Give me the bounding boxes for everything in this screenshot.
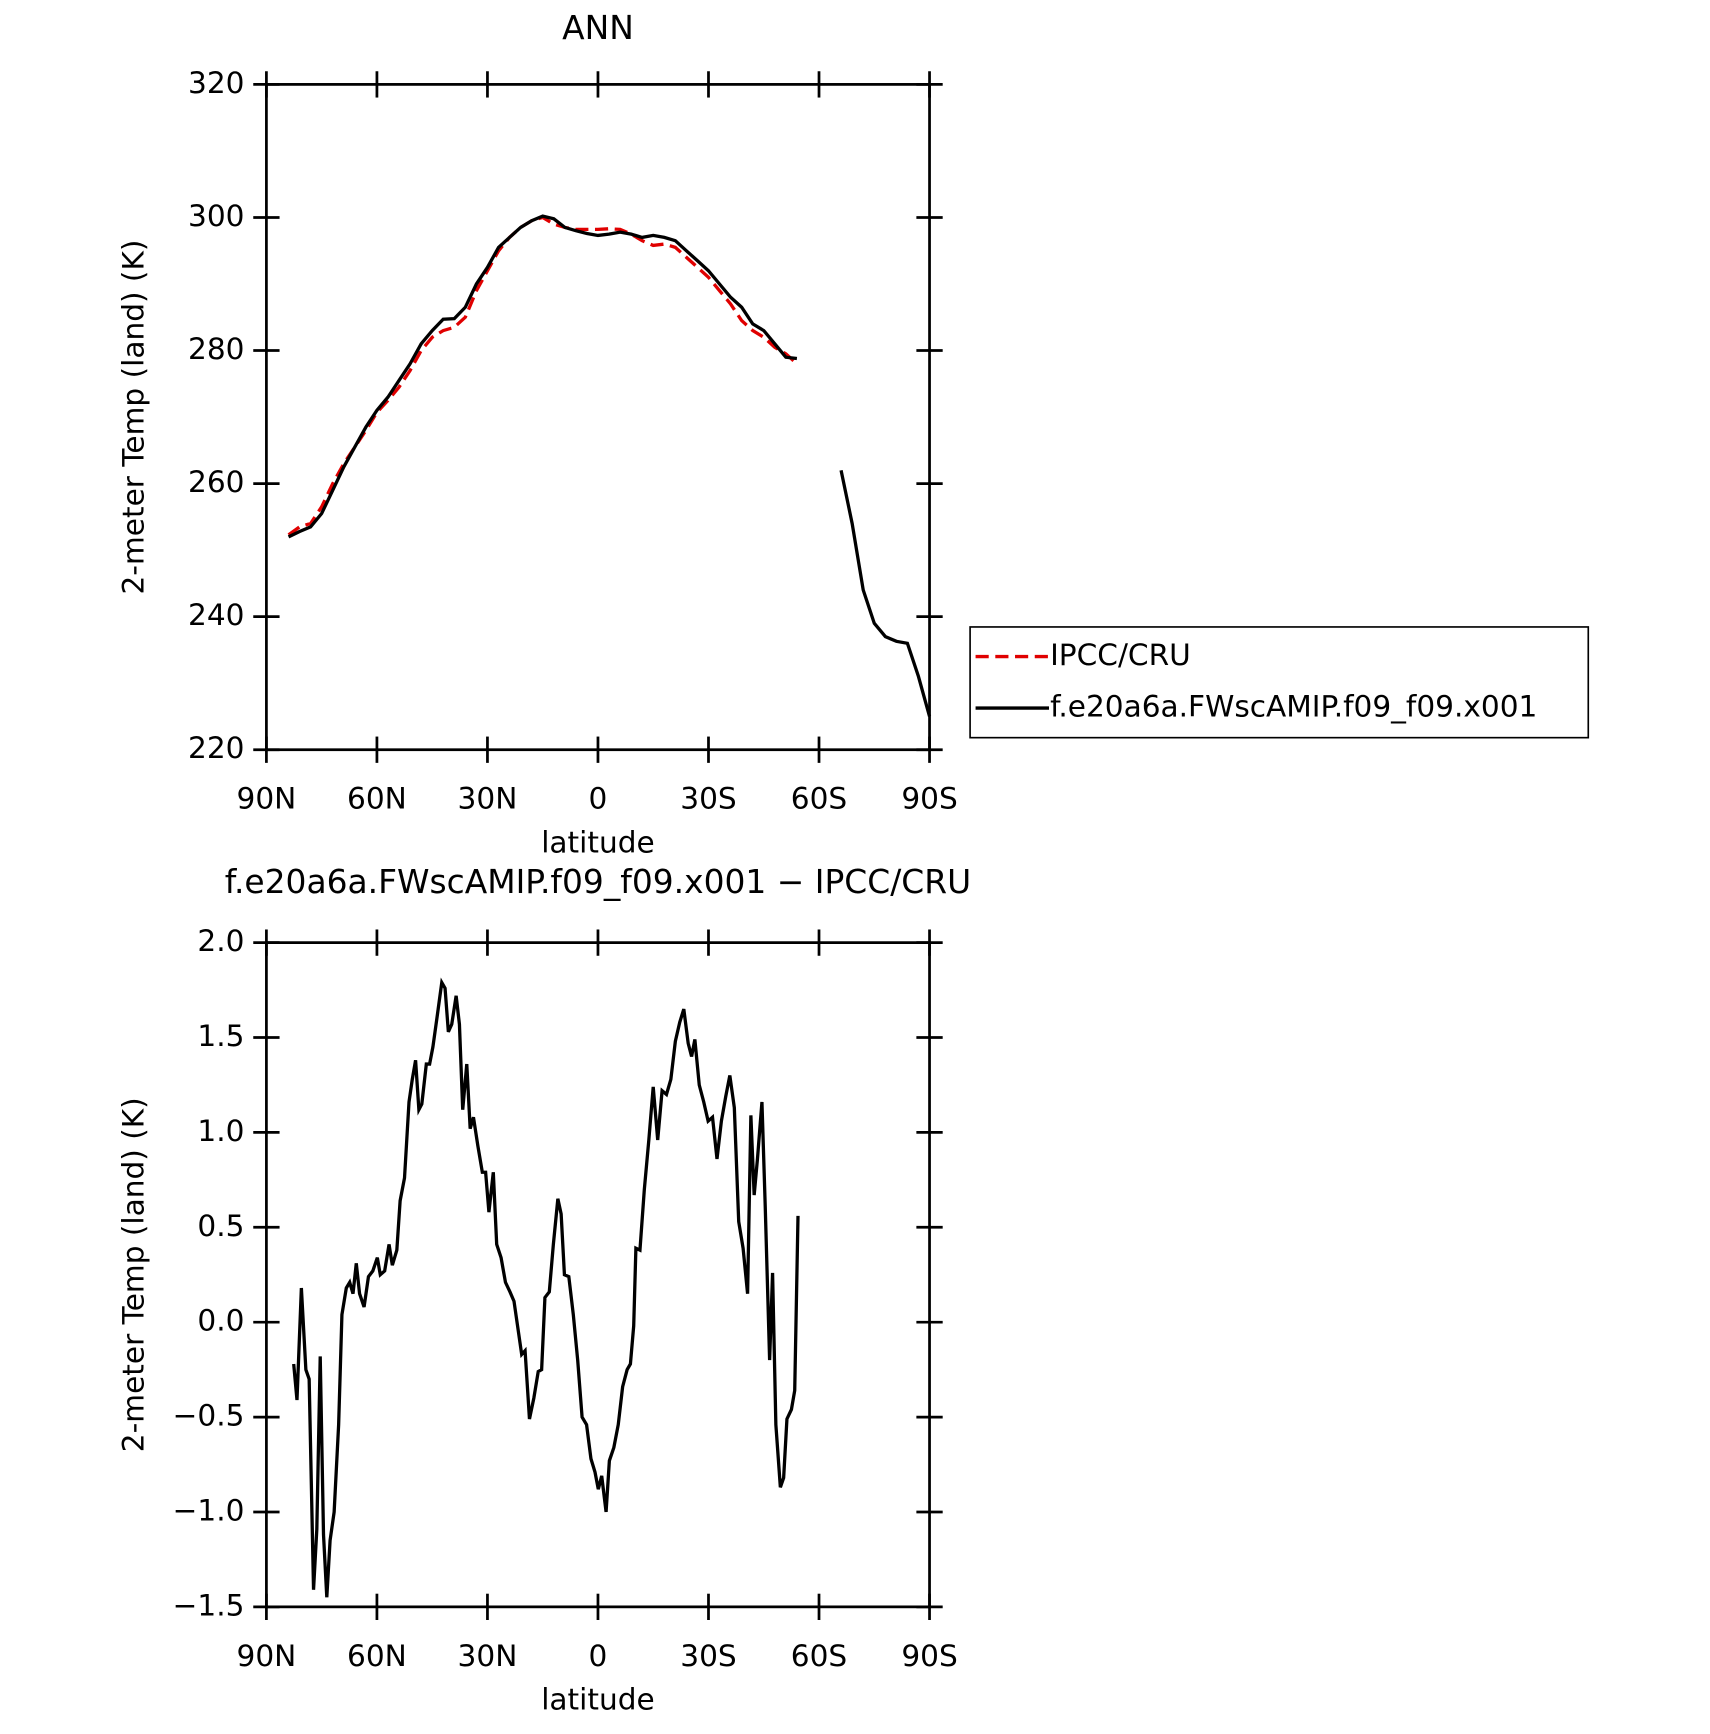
- x-tick-label: 60N: [347, 782, 407, 816]
- y-tick-label: 0.0: [197, 1304, 244, 1338]
- y-tick-label: 0.5: [197, 1209, 244, 1243]
- plot-frame: [265, 941, 931, 1609]
- y-tick-label: 1.0: [197, 1114, 244, 1148]
- legend: IPCC/CRU f.e20a6a.FWscAMIP.f09_f09.x001: [969, 626, 1590, 739]
- x-tick-label: 30S: [680, 1639, 736, 1673]
- x-tick-label: 0: [589, 1639, 608, 1673]
- x-tick-label: 60S: [791, 1639, 847, 1673]
- y-tick-label: 220: [188, 731, 244, 765]
- legend-label: IPCC/CRU: [1050, 638, 1191, 672]
- legend-box: [969, 626, 1590, 739]
- x-tick-label: 90S: [901, 782, 957, 816]
- x-tick-label: 30S: [680, 782, 736, 816]
- y-tick-label: 300: [188, 199, 244, 233]
- y-tick-label: 320: [188, 66, 244, 100]
- series-line: [287, 215, 799, 537]
- y-tick-label: 280: [188, 332, 244, 366]
- x-tick-label: 90N: [237, 1639, 297, 1673]
- x-tick-label: 60S: [791, 782, 847, 816]
- y-tick-label: 240: [188, 598, 244, 632]
- y-tick-label: −1.0: [173, 1493, 245, 1527]
- x-axis-label: latitude: [541, 825, 654, 859]
- y-axis-label: 2-meter Temp (land) (K): [116, 1097, 150, 1452]
- y-tick-label: 2.0: [197, 924, 244, 958]
- x-tick-label: 30N: [458, 1639, 518, 1673]
- legend-label: f.e20a6a.FWscAMIP.f09_f09.x001: [1050, 690, 1537, 724]
- x-tick-label: 90N: [237, 782, 297, 816]
- x-tick-label: 60N: [347, 1639, 407, 1673]
- x-tick-label: 0: [589, 782, 608, 816]
- x-axis-label: latitude: [541, 1683, 654, 1717]
- y-tick-label: 1.5: [197, 1019, 244, 1053]
- series-line: [292, 977, 800, 1598]
- chart-title: ANN: [562, 8, 634, 47]
- x-tick-label: 90S: [901, 1639, 957, 1673]
- series-line: [287, 214, 932, 717]
- y-tick-label: −1.5: [173, 1588, 245, 1622]
- y-tick-label: −0.5: [173, 1399, 245, 1433]
- chart-title: f.e20a6a.FWscAMIP.f09_f09.x001 − IPCC/CR…: [225, 862, 971, 901]
- y-tick-label: 260: [188, 465, 244, 499]
- plot-frame: [265, 83, 931, 752]
- x-tick-label: 30N: [458, 782, 518, 816]
- y-axis-label: 2-meter Temp (land) (K): [116, 240, 150, 595]
